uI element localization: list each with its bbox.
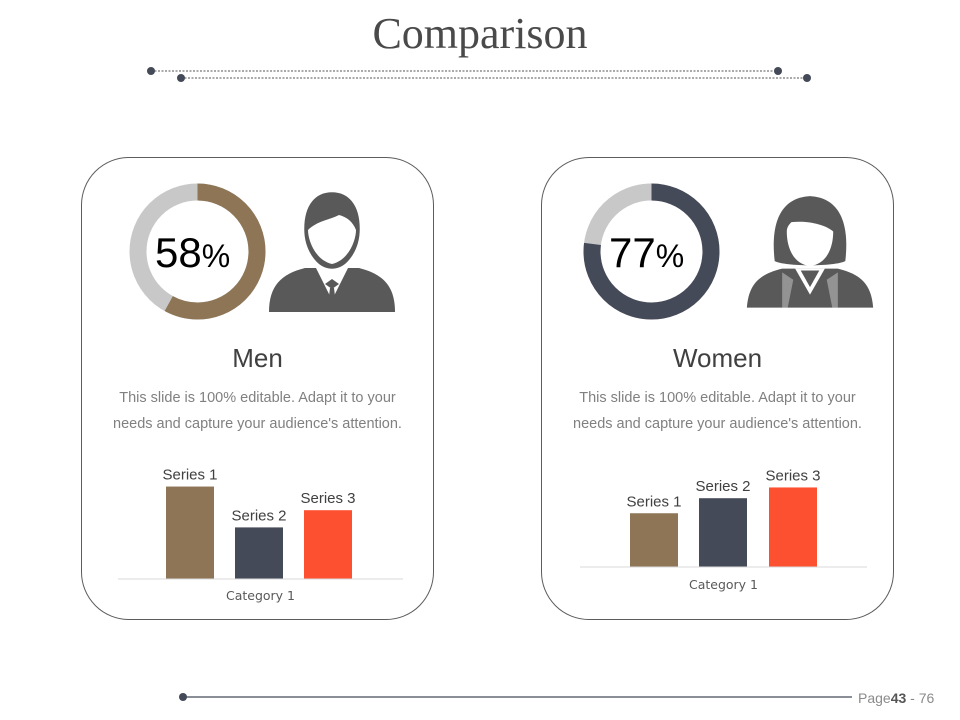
bar-series-3: [304, 510, 352, 579]
data-label-series-3: Series 3: [765, 467, 820, 484]
donut-value-arc: [583, 183, 720, 320]
female-person-icon: [746, 196, 874, 308]
bar-series-2: [235, 527, 283, 579]
women-donut-chart: [583, 183, 720, 320]
data-label-series-2: Series 2: [695, 478, 750, 495]
men-card: 58% Men This slide is 100% editable. Ada…: [81, 157, 434, 620]
bar-series-2: [699, 498, 747, 567]
category-tick-label: Category 1: [226, 588, 295, 603]
bar-series-3: [769, 487, 817, 567]
donut-value-arc: [129, 183, 266, 320]
data-label-series-3: Series 3: [300, 490, 355, 507]
male-person-icon: [269, 189, 395, 312]
women-percentage: 77%: [609, 229, 685, 276]
category-tick-label: Category 1: [689, 577, 758, 592]
data-label-series-1: Series 1: [162, 467, 217, 484]
women-card: 77% Women This slide is 100% editable. A…: [541, 157, 894, 620]
men-percentage: 58%: [155, 229, 231, 276]
men-heading: Men: [232, 343, 283, 373]
page-number: Page43 - 76: [858, 690, 935, 706]
women-heading: Women: [672, 343, 763, 373]
men-donut-chart: [129, 183, 266, 320]
women-bar-chart: Series 1 Series 2 Series 3 Category 1: [580, 467, 867, 592]
women-description: This slide is 100% editable. Adapt it to…: [573, 390, 862, 432]
men-bar-chart: Series 1 Series 2 Series 3 Category 1: [118, 467, 403, 603]
bar-series-1: [630, 513, 678, 567]
page-title: Comparison: [372, 9, 588, 58]
data-label-series-1: Series 1: [626, 493, 681, 510]
data-label-series-2: Series 2: [231, 507, 286, 524]
men-description: This slide is 100% editable. Adapt it to…: [113, 390, 402, 432]
bar-series-1: [166, 486, 214, 579]
